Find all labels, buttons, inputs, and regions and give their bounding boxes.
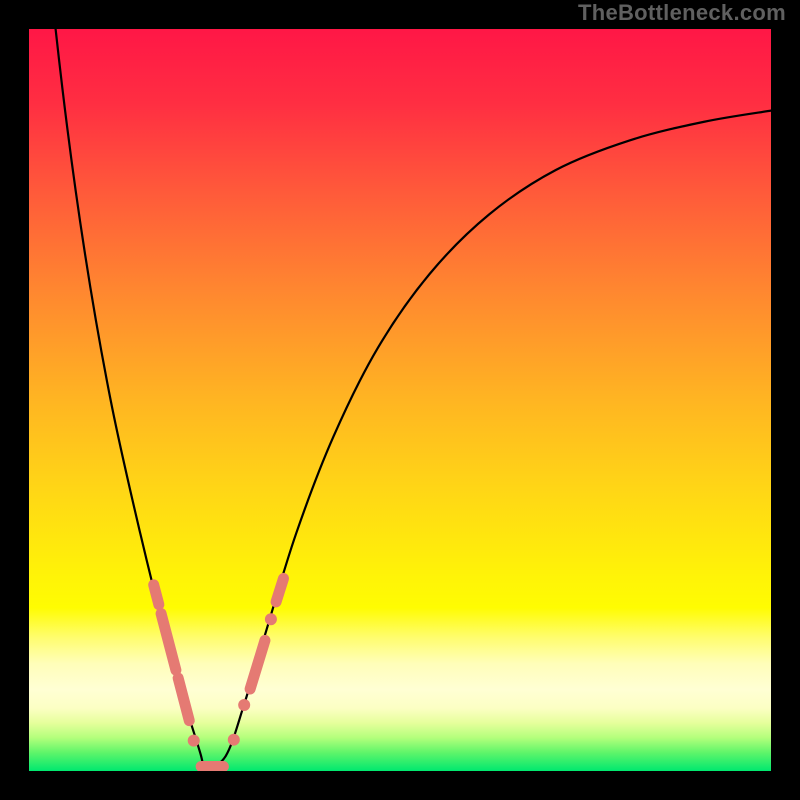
marker-circle [188,735,200,747]
plot-svg [29,29,771,771]
marker-circle [238,699,250,711]
plot-area [29,29,771,771]
watermark-text: TheBottleneck.com [578,0,786,26]
marker-circle [265,613,277,625]
marker-circle [228,734,240,746]
marker-pill [154,585,159,605]
gradient-background [29,29,771,771]
marker-pill [276,578,283,601]
chart-container: TheBottleneck.com [0,0,800,800]
